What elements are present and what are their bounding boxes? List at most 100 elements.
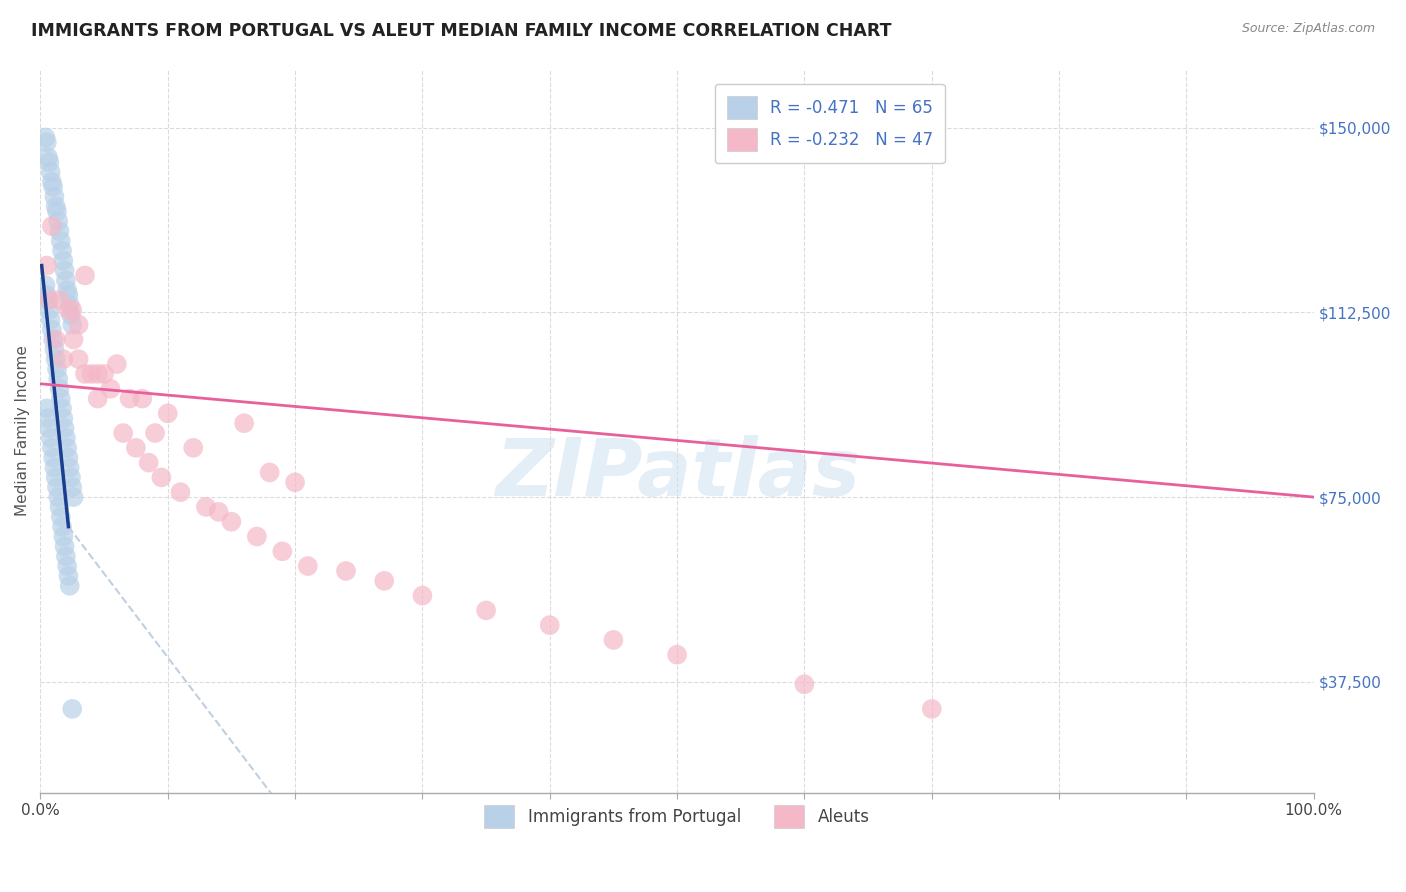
Point (44, 460, 66, 475)
Point (53, 421, 76, 435)
Point (51, 401, 73, 416)
Point (60, 702, 83, 716)
Point (37, 293, 59, 307)
Point (48, 224, 70, 238)
Point (45, 333, 67, 347)
Point (666, 648, 689, 662)
Point (56, 283, 79, 297)
Point (58, 302, 80, 317)
Point (46, 214, 69, 228)
Point (221, 515, 243, 529)
Point (46, 372, 69, 386)
Point (53, 263, 76, 277)
Point (208, 505, 231, 519)
Point (60, 302, 83, 317)
Point (41, 441, 63, 455)
Point (60, 480, 83, 494)
Point (45, 352, 67, 367)
Point (38, 421, 60, 435)
Point (58, 450, 80, 465)
Point (62, 490, 84, 504)
Point (56, 441, 79, 455)
Point (37, 150, 59, 164)
Point (35, 259, 58, 273)
Point (59, 298, 82, 312)
Point (921, 702, 943, 716)
Point (67, 318, 90, 332)
Point (42, 333, 65, 347)
Point (46, 480, 69, 494)
Point (58, 569, 80, 583)
Point (35, 136, 58, 150)
Point (58, 288, 80, 302)
Point (53, 540, 76, 554)
Point (38, 302, 60, 317)
Point (793, 677, 815, 691)
Point (46, 490, 69, 504)
Point (373, 574, 395, 588)
Point (156, 406, 179, 420)
Point (259, 466, 281, 480)
Point (34, 278, 56, 293)
Point (233, 416, 256, 430)
Point (194, 500, 217, 514)
Point (52, 253, 75, 268)
Point (45, 470, 67, 484)
Point (49, 392, 72, 406)
Point (475, 603, 498, 617)
Point (35, 288, 58, 302)
Point (181, 441, 204, 455)
Point (55, 549, 77, 564)
Point (56, 559, 79, 574)
Point (59, 470, 82, 484)
Point (100, 382, 122, 396)
Point (93, 367, 115, 381)
Point (169, 485, 191, 500)
Legend: Immigrants from Portugal, Aleuts: Immigrants from Portugal, Aleuts (478, 798, 876, 835)
Point (44, 189, 66, 203)
Point (48, 293, 70, 307)
Point (80, 367, 103, 381)
Point (55, 431, 77, 445)
Point (41, 175, 63, 189)
Point (59, 579, 82, 593)
Point (138, 456, 160, 470)
Point (39, 312, 62, 326)
Y-axis label: Median Family Income: Median Family Income (15, 345, 30, 516)
Text: ZIPatlas: ZIPatlas (495, 435, 859, 513)
Point (150, 470, 173, 484)
Point (42, 179, 65, 194)
Point (55, 273, 77, 287)
Point (105, 357, 128, 371)
Point (284, 475, 307, 490)
Point (87, 392, 110, 406)
Point (52, 529, 75, 543)
Point (411, 589, 433, 603)
Point (73, 367, 96, 381)
Text: IMMIGRANTS FROM PORTUGAL VS ALEUT MEDIAN FAMILY INCOME CORRELATION CHART: IMMIGRANTS FROM PORTUGAL VS ALEUT MEDIAN… (31, 22, 891, 40)
Point (118, 392, 141, 406)
Point (39, 165, 62, 179)
Point (87, 367, 110, 381)
Point (41, 219, 63, 234)
Point (49, 509, 72, 524)
Text: Source: ZipAtlas.com: Source: ZipAtlas.com (1241, 22, 1375, 36)
Point (48, 382, 70, 396)
Point (112, 425, 135, 440)
Point (52, 352, 75, 367)
Point (125, 441, 148, 455)
Point (60, 318, 83, 332)
Point (297, 559, 319, 574)
Point (52, 411, 75, 425)
Point (246, 529, 269, 543)
Point (38, 293, 60, 307)
Point (46, 204, 69, 219)
Point (73, 268, 96, 283)
Point (143, 425, 166, 440)
Point (602, 632, 624, 647)
Point (131, 392, 153, 406)
Point (51, 244, 73, 258)
Point (42, 450, 65, 465)
Point (59, 460, 82, 475)
Point (45, 199, 67, 213)
